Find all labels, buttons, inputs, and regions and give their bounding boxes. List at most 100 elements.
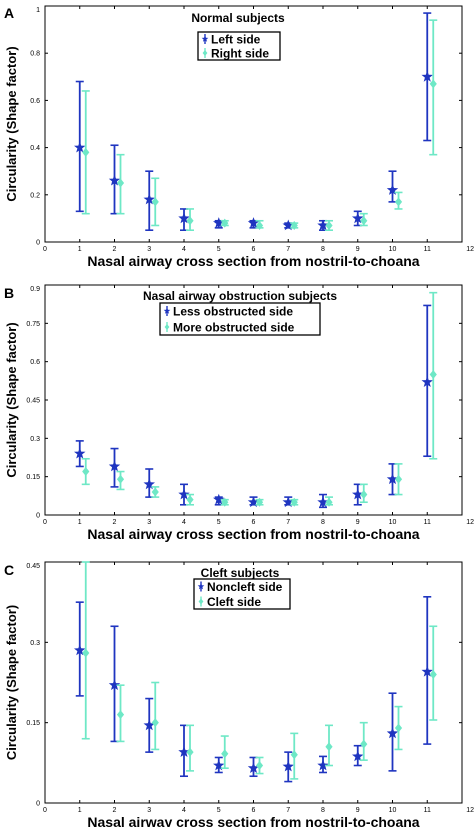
data-point-diamond — [429, 369, 437, 379]
data-point-star — [317, 496, 329, 508]
x-tick-label: 7 — [286, 246, 290, 253]
data-point-diamond — [255, 497, 264, 507]
y-tick-label: 0.15 — [26, 720, 40, 727]
data-point-star — [74, 447, 86, 459]
data-point-diamond — [325, 742, 333, 752]
data-point-diamond — [82, 147, 90, 157]
x-tick-label: 3 — [147, 246, 151, 253]
legend-box — [193, 578, 291, 610]
data-point-star — [74, 141, 86, 153]
data-point-diamond — [255, 761, 264, 771]
x-tick-label: 12 — [466, 519, 474, 526]
y-axis-label: Circularity (Shape factor) — [4, 322, 19, 477]
data-point-diamond — [394, 197, 403, 207]
data-point-star — [317, 219, 329, 231]
y-tick-label: 0.2 — [30, 192, 40, 199]
data-point-star — [352, 488, 364, 500]
legend-entry-label: Right side — [211, 47, 269, 61]
data-point-diamond — [325, 497, 333, 507]
y-tick-label: 0.75 — [26, 321, 40, 328]
x-tick-label: 2 — [113, 246, 117, 253]
legend-entry-label: Cleft side — [207, 595, 261, 609]
y-axis-label: Circularity (Shape factor) — [4, 46, 19, 201]
data-point-diamond — [82, 648, 90, 658]
x-tick-label: 0 — [43, 519, 47, 526]
legend-entry-label: Less obstructed side — [173, 305, 293, 319]
x-tick-label: 6 — [252, 519, 256, 526]
data-point-star — [282, 496, 294, 508]
x-tick-label: 4 — [182, 519, 186, 526]
x-tick-label: 3 — [147, 807, 151, 814]
data-point-diamond — [151, 718, 159, 728]
data-point-diamond — [116, 474, 125, 484]
x-tick-label: 8 — [321, 807, 325, 814]
data-point-diamond — [221, 218, 229, 228]
data-point-diamond — [186, 747, 194, 757]
data-point-star — [247, 217, 260, 228]
series-primary — [74, 304, 433, 509]
series-primary — [74, 596, 433, 783]
legend-entry-label: Left side — [211, 33, 261, 47]
y-tick-label: 1 — [36, 7, 40, 14]
legend-title: Nasal airway obstruction subjects — [143, 289, 337, 303]
data-point-star — [352, 212, 364, 224]
x-tick-label: 9 — [356, 807, 360, 814]
data-point-star — [213, 217, 225, 228]
data-point-diamond — [221, 749, 229, 759]
panel-label: B — [4, 285, 14, 301]
legend-entry-label: More obstructed side — [173, 321, 295, 335]
legend-box — [159, 302, 321, 336]
series-secondary — [81, 561, 438, 780]
x-tick-label: 8 — [321, 519, 325, 526]
data-point-star — [317, 759, 329, 771]
x-tick-label: 6 — [252, 246, 256, 253]
y-tick-label: 0.4 — [30, 145, 40, 152]
x-tick-label: 11 — [424, 246, 431, 253]
x-tick-label: 3 — [147, 519, 151, 526]
panel-b: B0 1 2 3 4 5 6 7 8 9 10 11 1200.150.30.450.60.750.9N… — [4, 284, 474, 542]
data-point-star — [421, 376, 433, 387]
data-point-diamond — [360, 490, 368, 500]
panel-label: A — [4, 5, 14, 21]
legend-marker-diamond — [164, 324, 170, 330]
data-point-star — [143, 193, 155, 205]
y-tick-label: 0.6 — [30, 359, 40, 366]
y-tick-label: 0.8 — [30, 51, 40, 58]
x-tick-label: 0 — [43, 246, 47, 253]
data-point-star — [143, 478, 155, 490]
data-point-star — [247, 496, 260, 508]
x-tick-label: 4 — [182, 807, 186, 814]
y-tick-label: 0.45 — [26, 563, 40, 570]
data-point-star — [213, 759, 225, 771]
data-point-diamond — [255, 220, 264, 230]
x-tick-label: 9 — [356, 246, 360, 253]
data-point-diamond — [325, 220, 333, 230]
legend-marker-star — [163, 307, 171, 314]
x-tick-label: 10 — [389, 246, 397, 253]
data-point-diamond — [394, 474, 403, 484]
data-point-diamond — [429, 79, 437, 89]
x-tick-label: 5 — [217, 246, 221, 253]
x-tick-label: 11 — [424, 519, 431, 526]
x-tick-label: 10 — [389, 519, 397, 526]
x-tick-label: 11 — [424, 807, 431, 814]
x-tick-label: 0 — [43, 807, 47, 814]
y-tick-label: 0 — [36, 240, 40, 247]
data-point-star — [386, 184, 399, 195]
series-secondary — [81, 19, 438, 231]
legend-marker-diamond — [198, 598, 204, 605]
x-tick-label: 12 — [466, 807, 474, 814]
x-tick-label: 4 — [182, 246, 186, 253]
x-tick-label: 9 — [356, 519, 360, 526]
data-point-star — [178, 746, 190, 757]
x-tick-label: 2 — [113, 807, 117, 814]
data-point-diamond — [290, 750, 298, 760]
legend-marker-diamond — [202, 50, 208, 56]
series-primary — [74, 12, 433, 231]
y-tick-label: 0.3 — [30, 436, 40, 443]
data-point-diamond — [82, 467, 90, 477]
series-secondary — [81, 291, 438, 507]
